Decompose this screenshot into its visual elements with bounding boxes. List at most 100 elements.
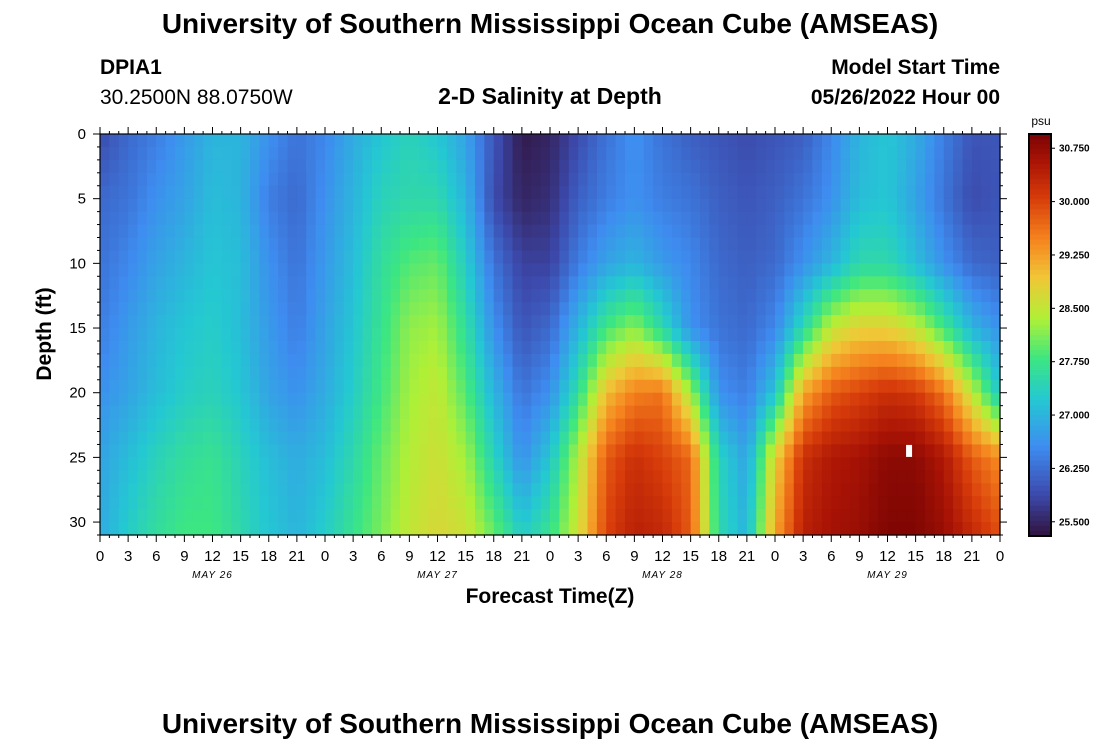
heat-cell	[681, 146, 692, 161]
heat-cell	[165, 444, 176, 458]
heat-cell	[325, 496, 335, 510]
heat-cell	[953, 444, 964, 458]
x-tick-label: 0	[96, 548, 104, 565]
heat-cell	[156, 509, 167, 523]
heat-cell	[475, 134, 485, 148]
x-tick-label: 6	[152, 548, 160, 565]
heat-cell	[137, 159, 148, 174]
heat-cell	[156, 224, 167, 239]
heat-cell	[475, 159, 485, 174]
heat-cell	[868, 263, 879, 277]
heat-cell	[653, 237, 664, 252]
heat-cell	[287, 198, 298, 213]
heat-cell	[296, 134, 307, 148]
heat-cell	[812, 276, 823, 290]
heat-cell	[943, 496, 954, 510]
heat-cell	[840, 315, 851, 329]
heat-cell	[362, 392, 373, 407]
heat-cell	[887, 263, 898, 277]
heat-cell	[709, 185, 720, 200]
heat-cell	[325, 185, 335, 200]
colorbar-segment	[1029, 204, 1051, 210]
heat-cell	[418, 496, 429, 510]
heat-cell	[868, 250, 879, 264]
heat-cell	[568, 185, 579, 200]
heat-cell	[409, 509, 420, 523]
heat-cell	[540, 483, 551, 497]
heat-cell	[446, 146, 457, 161]
heat-cell	[756, 509, 767, 523]
heat-cell	[165, 224, 176, 239]
heat-cell	[606, 185, 617, 200]
heat-cell	[456, 483, 467, 497]
heat-cell	[746, 289, 757, 303]
heat-cell	[240, 522, 251, 536]
heat-cell	[990, 509, 1001, 523]
heat-cell	[250, 315, 260, 329]
heat-cell	[868, 172, 879, 187]
heat-cell	[859, 289, 870, 303]
heat-cell	[596, 444, 607, 458]
heat-cell	[990, 146, 1001, 161]
heat-cell	[925, 483, 935, 497]
heat-cell	[746, 431, 757, 446]
heat-cell	[465, 405, 476, 420]
heat-cell	[981, 237, 992, 252]
heat-cell	[962, 470, 973, 484]
heat-cell	[400, 289, 410, 303]
heat-cell	[653, 483, 664, 497]
heat-cell	[259, 366, 270, 381]
heat-cell	[362, 315, 373, 329]
heat-cell	[615, 315, 626, 329]
heat-cell	[850, 276, 860, 290]
heat-cell	[681, 444, 692, 458]
heat-cell	[606, 457, 617, 471]
heat-cell	[765, 366, 776, 381]
heat-cell	[896, 496, 907, 510]
heat-cell	[915, 276, 926, 290]
heat-cell	[231, 198, 242, 213]
heat-cell	[390, 470, 401, 484]
heat-cell	[212, 431, 223, 446]
heat-cell	[175, 172, 185, 187]
heat-cell	[325, 198, 335, 213]
heat-cell	[306, 224, 317, 239]
heat-cell	[728, 340, 739, 355]
heat-cell	[400, 457, 410, 471]
heat-cell	[981, 146, 992, 161]
heat-cell	[831, 457, 842, 471]
heat-cell	[615, 444, 626, 458]
heat-cell	[896, 353, 907, 368]
heat-cell	[165, 134, 176, 148]
colorbar-segment	[1029, 319, 1051, 326]
heat-cell	[146, 392, 157, 407]
heat-cell	[334, 392, 345, 407]
heat-cell	[484, 134, 495, 148]
heat-cell	[259, 146, 270, 161]
heat-cell	[503, 379, 514, 394]
heat-cell	[634, 315, 645, 329]
heat-cell	[625, 134, 635, 148]
heat-cell	[531, 431, 542, 446]
heat-cell	[325, 276, 335, 290]
heat-cell	[493, 366, 504, 381]
heat-cell	[343, 340, 354, 355]
heat-cell	[550, 470, 560, 484]
heat-cell	[428, 250, 439, 264]
heat-cell	[925, 431, 935, 446]
heat-cell	[446, 315, 457, 329]
heat-cell	[100, 159, 110, 174]
heat-cell	[512, 522, 523, 536]
heat-cell	[503, 496, 514, 510]
heat-cell	[371, 509, 382, 523]
heat-cell	[812, 366, 823, 381]
heat-cell	[671, 185, 682, 200]
heat-cell	[587, 353, 598, 368]
heat-cell	[784, 418, 795, 433]
heat-cell	[287, 250, 298, 264]
heat-cell	[296, 250, 307, 264]
heat-cell	[278, 263, 289, 277]
heat-cell	[128, 134, 139, 148]
heat-cell	[240, 276, 251, 290]
heat-cell	[409, 457, 420, 471]
